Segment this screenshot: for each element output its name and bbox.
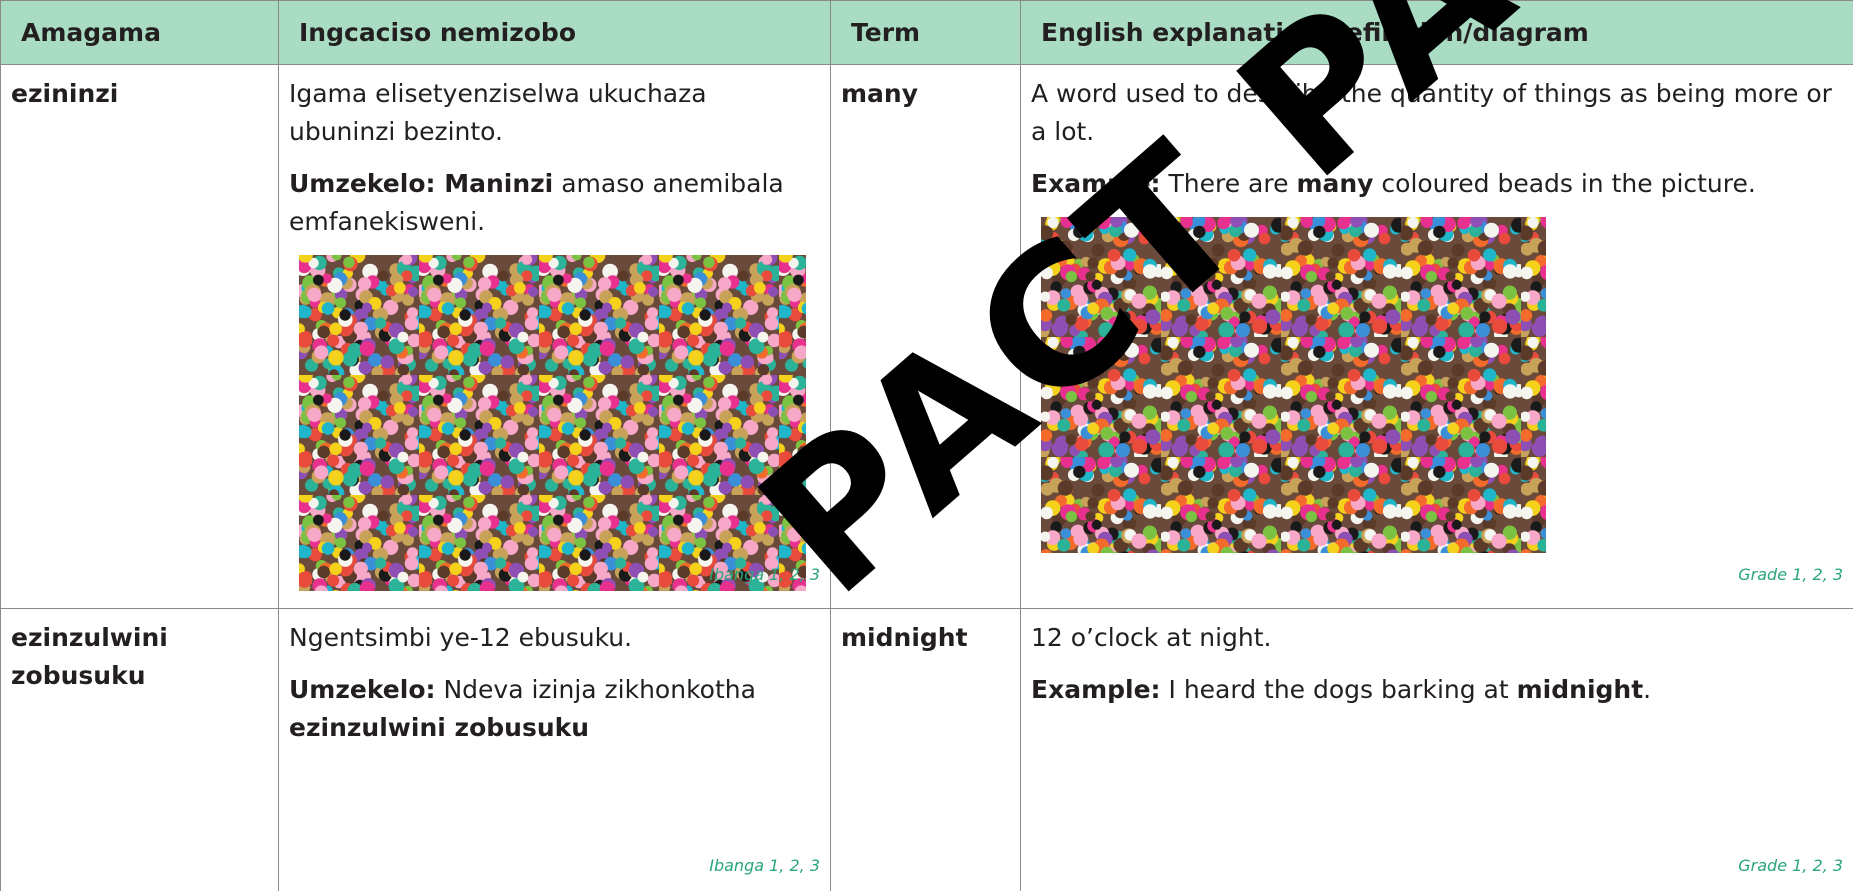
example: Example: I heard the dogs barking at mid…	[1031, 671, 1841, 709]
table-row: ezininzi Igama elisetyenziselwa ukuchaza …	[0, 64, 1853, 609]
table-cell: 12 o’clock at night. Example: I heard the…	[1020, 608, 1853, 891]
column-header: English explanation/definition/diagram	[1020, 0, 1853, 65]
definition: 12 o’clock at night.	[1031, 623, 1272, 652]
example: Umzekelo: Maninzi amaso anemibala emfane…	[289, 165, 818, 241]
example-segment: Umzekelo: Maninzi	[289, 169, 554, 198]
cell-content: ezininzi	[1, 65, 278, 608]
column-header: Ingcaciso nemizobo	[278, 0, 831, 65]
cell-content: Igama elisetyenziselwa ukuchaza ubuninzi…	[279, 65, 830, 608]
cell-content: Ngentsimbi ye-12 ebusuku. Umzekelo: Ndeva…	[279, 609, 830, 891]
example-segment: Example:	[1031, 169, 1161, 198]
grade-label: Ibanga 1, 2, 3	[709, 856, 820, 875]
example: Umzekelo: Ndeva izinja zikhonkotha ezinz…	[289, 671, 818, 747]
cell-content: many	[831, 65, 1020, 608]
example-segment: amaso anemibala emfanekisweni.	[289, 169, 784, 236]
grade-label: Ibanga 1, 2, 3	[709, 565, 820, 584]
definition: Ngentsimbi ye-12 ebusuku.	[289, 623, 633, 652]
example-segment: I heard the dogs barking at	[1160, 675, 1517, 704]
definition: A word used to describe the quantity of …	[1031, 79, 1832, 146]
cell-content: ezinzulwini zobusuku	[1, 609, 278, 891]
term: midnight	[841, 623, 968, 652]
word: ezinzulwini zobusuku	[11, 623, 168, 690]
example: Example: There are many coloured beads i…	[1031, 165, 1841, 203]
column-header: Term	[830, 0, 1021, 65]
table-row: ezinzulwini zobusuku Ngentsimbi ye-12 ebu…	[0, 608, 1853, 891]
example-segment: coloured beads in the picture.	[1373, 169, 1756, 198]
column-header: Amagama	[0, 0, 279, 65]
example-segment: midnight	[1516, 675, 1644, 704]
cell-content: 12 o’clock at night. Example: I heard the…	[1021, 609, 1853, 891]
table-cell: ezininzi	[0, 64, 279, 609]
term: many	[841, 79, 919, 108]
example-segment: .	[1643, 675, 1652, 704]
table-cell: Igama elisetyenziselwa ukuchaza ubuninzi…	[278, 64, 831, 609]
example-segment: Umzekelo:	[289, 675, 436, 704]
cell-content: midnight	[831, 609, 1020, 891]
header-row: Amagama Ingcaciso nemizobo Term English exp…	[0, 0, 1853, 65]
table-cell: many	[830, 64, 1021, 609]
grade-label: Grade 1, 2, 3	[1738, 565, 1843, 584]
example-segment: Ndeva izinja zikhonkotha	[435, 675, 756, 704]
table-cell: Ngentsimbi ye-12 ebusuku. Umzekelo: Ndeva…	[278, 608, 831, 891]
example-segment: ezinzulwini zobusuku	[289, 713, 590, 742]
example-segment: Example:	[1031, 675, 1161, 704]
word: ezininzi	[11, 79, 119, 108]
table-cell: A word used to describe the quantity of …	[1020, 64, 1853, 609]
grade-label: Grade 1, 2, 3	[1738, 856, 1843, 875]
table-cell: midnight	[830, 608, 1021, 891]
example-segment: many	[1296, 169, 1374, 198]
example-segment: There are	[1160, 169, 1297, 198]
beads-picture	[299, 255, 806, 591]
definition: Igama elisetyenziselwa ukuchaza ubuninzi…	[289, 79, 707, 146]
cell-content: A word used to describe the quantity of …	[1021, 65, 1853, 608]
beads-picture	[1041, 217, 1546, 553]
table-cell: ezinzulwini zobusuku	[0, 608, 279, 891]
